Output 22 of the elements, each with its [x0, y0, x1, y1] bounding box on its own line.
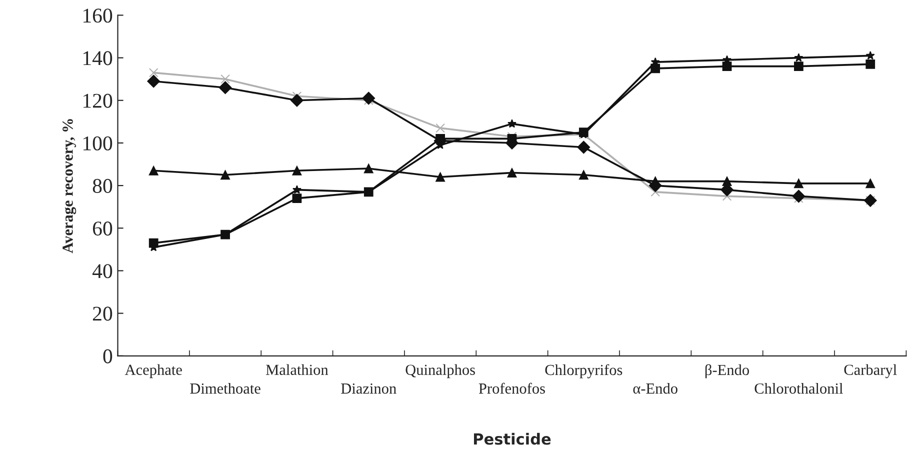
y-tick-label: 20 [92, 306, 112, 321]
y-tick-label: 60 [92, 222, 112, 236]
x-tick-label: Diazinon [341, 383, 396, 394]
x-tick-label: α-Endo [633, 382, 678, 394]
x-tick-label: Chlorothalonil [754, 382, 843, 394]
y-tick-label: 100 [83, 136, 112, 150]
x-tick-label: Malathion [266, 364, 328, 375]
x-tick-label: Carbaryl [844, 364, 897, 378]
x-tick-label: β-Endo [705, 364, 749, 378]
y-tick-label: 160 [83, 8, 112, 23]
y-tick-label: 0 [103, 349, 112, 364]
y-axis-title: Average recovery, % [62, 119, 76, 254]
x-tick-label: Dimethoate [190, 382, 260, 394]
x-tick-label: Acephate [124, 364, 182, 378]
x-tick-label: Profenofos [478, 382, 545, 394]
y-tick-label: 40 [92, 264, 112, 278]
y-tick-label: 120 [83, 94, 112, 108]
x-tick-label: Quinalphos [406, 364, 475, 378]
y-tick-label: 80 [92, 178, 112, 193]
x-axis-title: Pesticide [474, 432, 551, 445]
x-tick-label: Chlorpyrifos [545, 364, 622, 378]
y-tick-label: 140 [83, 51, 112, 66]
